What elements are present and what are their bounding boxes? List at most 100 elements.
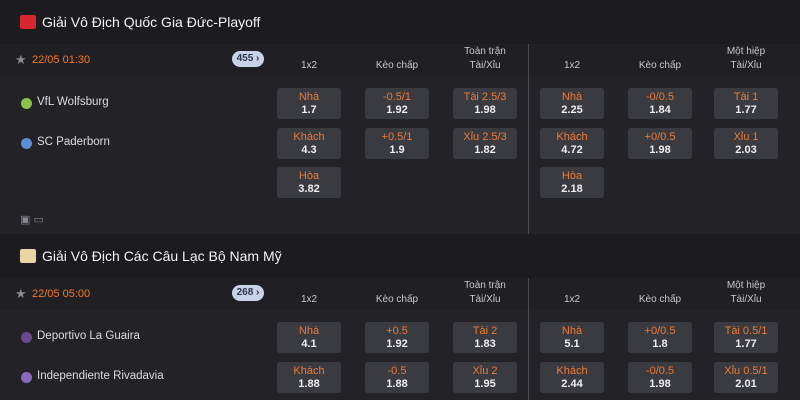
bet-label: +0.5/1 xyxy=(381,130,413,143)
odds-value: 1.98 xyxy=(649,377,671,390)
column-header: 1x2 xyxy=(563,294,581,305)
team-logo xyxy=(21,332,32,343)
odds-button[interactable]: -0.5/1 1.92 xyxy=(365,88,429,119)
odds-value: 1.7 xyxy=(301,104,317,116)
odds-button[interactable]: +0/0.5 1.8 xyxy=(628,322,692,353)
odds-value: 1.95 xyxy=(474,377,496,390)
bet-label: Khách xyxy=(293,364,325,377)
odds-button[interactable]: Nhà 2.25 xyxy=(540,88,604,119)
odds-button[interactable]: Khách 4.72 xyxy=(540,127,604,159)
odds-button[interactable]: Tài 2.5/3 1.98 xyxy=(453,88,517,119)
odds-button[interactable]: Hòa 3.82 xyxy=(277,167,341,198)
odds-button[interactable]: Tài 2 1.83 xyxy=(453,322,517,353)
column-header: 1x2 xyxy=(563,60,581,71)
media-icons[interactable]: ▣ ▭ xyxy=(20,214,44,226)
odds-button[interactable]: Xỉu 1 2.03 xyxy=(714,127,778,159)
odds-button[interactable]: +0.5 1.92 xyxy=(365,322,429,353)
odds-button[interactable]: Khách 2.44 xyxy=(540,361,604,393)
team-name: SC Paderborn xyxy=(37,135,110,148)
odds-button[interactable]: Xỉu 2.5/3 1.82 xyxy=(453,127,517,159)
odds-value: 2.25 xyxy=(561,104,583,116)
odds-value: 3.82 xyxy=(298,183,320,195)
odds-button[interactable]: -0.5 1.88 xyxy=(365,361,429,393)
team-name: VfL Wolfsburg xyxy=(37,96,109,108)
column-header: Tài/Xỉu xyxy=(730,60,762,71)
bet-label: -0.5/1 xyxy=(382,91,412,103)
odds-button[interactable]: Hòa 2.18 xyxy=(540,167,604,198)
odds-button[interactable]: -0/0.5 1.98 xyxy=(628,361,692,393)
odds-value: 4.72 xyxy=(561,143,583,156)
league-header xyxy=(0,234,800,278)
column-header: Một hiệp xyxy=(726,46,766,57)
bet-label: Tài 2 xyxy=(472,325,498,337)
odds-button[interactable]: Nhà 5.1 xyxy=(540,322,604,353)
bet-label: Khách xyxy=(556,364,588,377)
column-header: Kèo chấp xyxy=(638,294,682,305)
odds-button[interactable]: Xỉu 0.5/1 2.01 xyxy=(714,361,778,393)
odds-value: 1.98 xyxy=(649,143,671,156)
odds-value: 1.77 xyxy=(735,104,757,116)
bet-label: Hòa xyxy=(561,170,583,182)
bet-label: Tài 0.5/1 xyxy=(724,325,768,337)
team-logo xyxy=(21,371,32,383)
match-bar xyxy=(0,278,800,310)
league-header xyxy=(0,0,800,44)
bet-label: Nhà xyxy=(561,325,583,337)
odds-button[interactable]: Xỉu 2 1.95 xyxy=(453,361,517,393)
team-name: Deportivo La Guaira xyxy=(37,330,140,342)
odds-value: 4.3 xyxy=(301,143,317,156)
odds-value: 1.88 xyxy=(386,377,408,390)
match-time: 22/05 05:00 xyxy=(32,288,91,300)
more-bets-badge[interactable]: 455 › xyxy=(232,51,264,67)
team-logo xyxy=(21,137,32,149)
favorite-star[interactable]: ★ xyxy=(15,286,27,301)
bet-label: +0.5 xyxy=(386,325,408,337)
odds-value: 1.84 xyxy=(649,104,671,116)
odds-button[interactable]: Nhà 1.7 xyxy=(277,88,341,119)
league-title: Giải Vô Địch Các Câu Lạc Bộ Nam Mỹ xyxy=(42,248,282,264)
bet-label: Xỉu 1 xyxy=(733,130,759,143)
odds-value: 1.92 xyxy=(386,338,408,350)
column-header: Kèo chấp xyxy=(375,294,419,305)
odds-value: 1.98 xyxy=(474,104,496,116)
odds-button[interactable]: +0.5/1 1.9 xyxy=(365,127,429,159)
odds-button[interactable]: +0/0.5 1.98 xyxy=(628,127,692,159)
match-bar xyxy=(0,44,800,76)
odds-value: 5.1 xyxy=(564,338,580,350)
odds-value: 1.82 xyxy=(474,143,496,156)
odds-value: 4.1 xyxy=(301,338,317,350)
odds-button[interactable]: Khách 1.88 xyxy=(277,361,341,393)
odds-value: 2.18 xyxy=(561,183,583,195)
column-header: Kèo chấp xyxy=(638,60,682,71)
odds-button[interactable]: Khách 4.3 xyxy=(277,127,341,159)
bet-label: +0/0.5 xyxy=(644,130,676,143)
column-header: Tài/Xỉu xyxy=(730,294,762,305)
more-bets-count: 455 xyxy=(236,53,254,64)
league-flag xyxy=(20,249,36,263)
league-flag xyxy=(20,15,36,29)
odds-value: 1.8 xyxy=(652,338,668,350)
team-logo xyxy=(21,98,32,109)
odds-value: 1.88 xyxy=(298,377,320,390)
bet-label: Xỉu 2 xyxy=(472,364,498,377)
bet-label: Nhà xyxy=(298,91,320,103)
odds-value: 1.83 xyxy=(474,338,496,350)
odds-button[interactable]: -0/0.5 1.84 xyxy=(628,88,692,119)
half-divider xyxy=(528,44,529,234)
match-time: 22/05 01:30 xyxy=(32,54,91,66)
bet-label: Tài 2.5/3 xyxy=(463,91,507,103)
bet-label: Nhà xyxy=(298,325,320,337)
odds-button[interactable]: Tài 1 1.77 xyxy=(714,88,778,119)
favorite-star[interactable]: ★ xyxy=(15,52,27,67)
column-header: 1x2 xyxy=(300,294,318,305)
column-header: Toàn trận xyxy=(464,280,506,291)
league-title: Giải Vô Địch Quốc Gia Đức-Playoff xyxy=(42,14,261,30)
bet-label: -0/0.5 xyxy=(645,364,675,377)
odds-value: 2.01 xyxy=(735,377,757,390)
odds-button[interactable]: Tài 0.5/1 1.77 xyxy=(714,322,778,353)
more-bets-badge[interactable]: 268 › xyxy=(232,285,264,301)
odds-button[interactable]: Nhà 4.1 xyxy=(277,322,341,353)
column-header: 1x2 xyxy=(300,60,318,71)
